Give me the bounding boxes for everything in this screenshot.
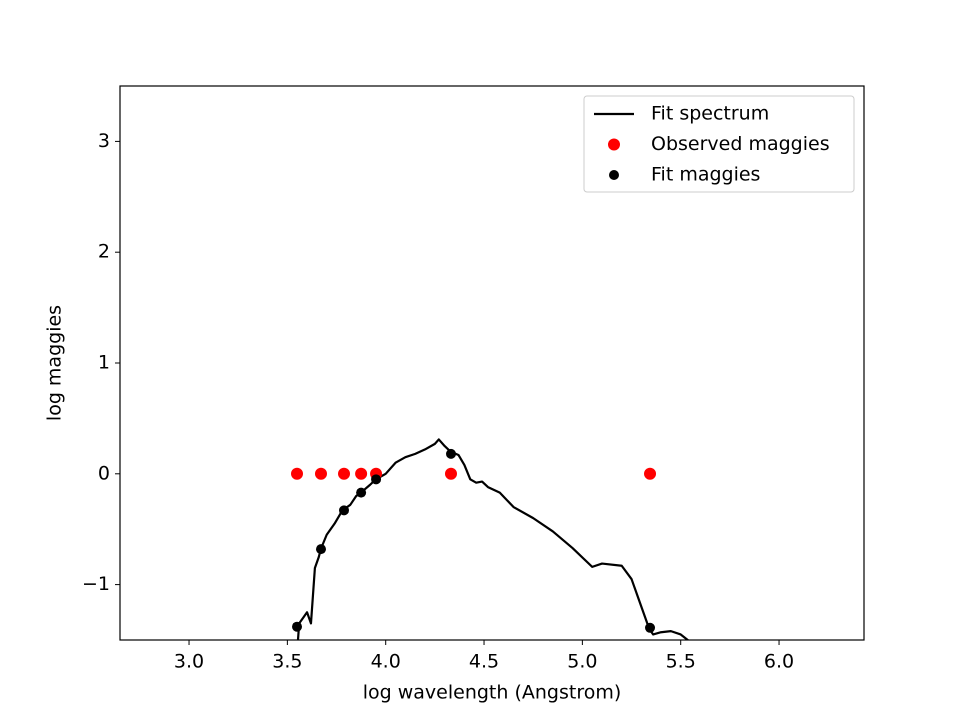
y-tick-label: −1 [82, 573, 110, 595]
data-point [356, 487, 367, 498]
y-axis-label: log maggies [44, 305, 66, 421]
y-tick-label: 1 [98, 352, 110, 374]
legend-label: Observed maggies [651, 133, 830, 155]
data-point [292, 621, 303, 632]
data-point [355, 467, 368, 480]
legend-label: Fit spectrum [651, 103, 769, 125]
data-point [445, 448, 456, 459]
data-point [291, 467, 304, 480]
data-point [444, 467, 457, 480]
legend: Fit spectrum Observed maggies Fit maggies [583, 95, 855, 193]
legend-swatch [608, 138, 620, 151]
data-point [645, 622, 656, 633]
data-point [315, 544, 326, 555]
x-tick-label: 3.0 [174, 651, 204, 673]
y-tick-label: 2 [98, 241, 110, 263]
x-tick-label: 3.5 [272, 651, 302, 673]
data-point [644, 467, 657, 480]
y-tick-label: 3 [98, 130, 110, 152]
data-point [371, 474, 382, 485]
legend-swatch [609, 170, 619, 180]
x-tick-label: 5.5 [666, 651, 696, 673]
plot-area [291, 438, 690, 640]
legend-box [583, 95, 855, 193]
x-tick-label: 4.5 [469, 651, 499, 673]
legend-label: Fit maggies [651, 164, 760, 186]
x-axis-label: log wavelength (Angstrom) [363, 682, 622, 704]
y-tick-label: 0 [98, 462, 110, 484]
data-point [338, 467, 351, 480]
plot-frame [119, 85, 865, 641]
data-point [314, 467, 327, 480]
x-tick-label: 4.0 [371, 651, 401, 673]
data-point [339, 505, 350, 516]
x-tick-label: 6.0 [764, 651, 794, 673]
x-tick-label: 5.0 [567, 651, 597, 673]
